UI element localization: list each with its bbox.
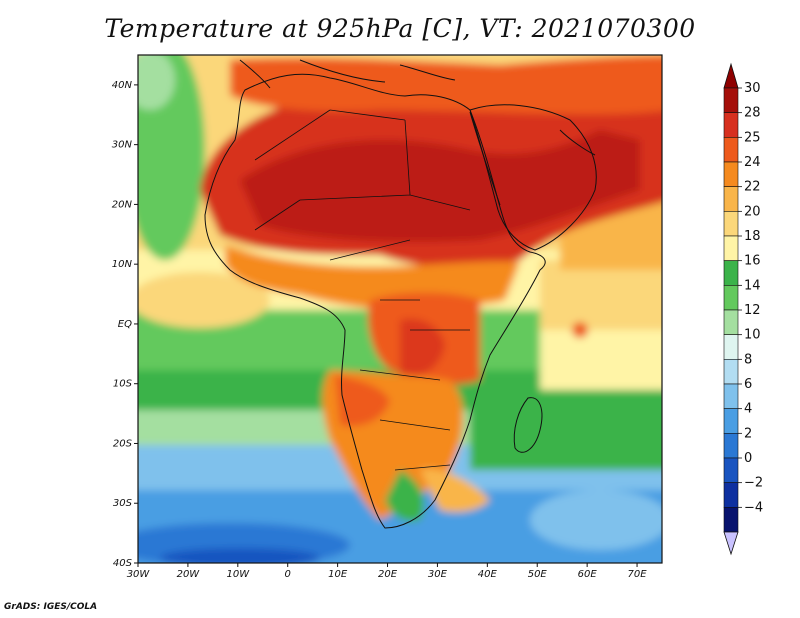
colorbar-label: 24 [744,155,761,170]
lon-axis: 30W 20W 10W 0 10E 20E 30E 40E 50E 60E 70E [127,563,648,580]
colorbar-swatch [723,186,739,212]
lon-tick-label: 20W [177,569,201,580]
lat-tick-label: 20N [112,199,133,210]
lon-tick-label: 0 [285,569,291,580]
temperature-field [138,55,662,563]
colorbar-under-triangle [723,531,739,556]
lat-tick-label: 30N [112,140,133,151]
map-title: Temperature at 925hPa [C], VT: 202107030… [104,14,696,43]
colorbar-swatch [723,408,739,434]
colorbar-label: 18 [744,229,761,244]
lon-tick-label: 10E [328,569,348,580]
colorbar-label: 20 [744,204,761,219]
lon-tick-label: 30E [428,569,448,580]
lon-tick-label: 40E [478,569,498,580]
colorbar-swatch [723,507,739,533]
map-frame [137,54,663,564]
credit-text: GrADS: IGES/COLA [4,602,98,612]
lat-tick-label: 10S [113,379,133,390]
lat-tick-label: 30S [113,498,133,509]
coastlines [204,59,597,529]
lat-tick-label: EQ [118,319,132,330]
colorbar-swatch [723,383,739,409]
colorbar-label: 4 [744,402,752,417]
lon-tick-label: 60E [578,569,598,580]
colorbar-swatch [723,260,739,286]
lon-tick-label: 20E [378,569,398,580]
lon-tick-label: 30W [127,569,151,580]
colorbar-swatch [723,309,739,335]
colorbar-swatch [723,457,739,483]
colorbar-label: 25 [744,130,761,145]
colorbar-label: 2 [744,426,752,441]
colorbar-swatch [723,482,739,508]
colorbar-label: 10 [744,328,761,343]
lon-tick-label: 50E [528,569,548,580]
colorbar-label: 16 [744,254,761,269]
colorbar-label: 14 [744,278,761,293]
colorbar-label: −4 [744,500,763,515]
colorbar-label: 6 [744,377,752,392]
lat-tick-label: 20S [113,438,133,449]
colorbar-swatch [723,359,739,385]
colorbar-swatch [723,334,739,360]
colorbar-swatch [723,112,739,138]
colorbar-swatch [723,137,739,163]
lon-tick-label: 70E [628,569,648,580]
colorbar-swatch [723,433,739,459]
colorbar-swatch [723,211,739,237]
colorbar-label: 30 [744,81,761,96]
colorbar-label: 0 [744,451,752,466]
lat-tick-label: 40N [112,80,133,91]
colorbar-label: 22 [744,180,761,195]
lon-tick-label: 10W [226,569,250,580]
lat-tick-label: 10N [112,259,133,270]
colorbar-swatch [723,87,739,113]
colorbar-swatch [723,161,739,187]
colorbar-swatch [723,285,739,311]
colorbar-label: 12 [744,303,761,318]
colorbar-label: 8 [744,352,752,367]
colorbar-label: 28 [744,106,761,121]
colorbar-swatch [723,235,739,261]
colorbar-label: −2 [744,476,763,491]
colorbar-over-triangle [723,62,739,89]
lat-axis: 40N 30N 20N 10N EQ 10S 20S 30S 40S [112,80,138,569]
lat-tick-label: 40S [113,558,133,569]
